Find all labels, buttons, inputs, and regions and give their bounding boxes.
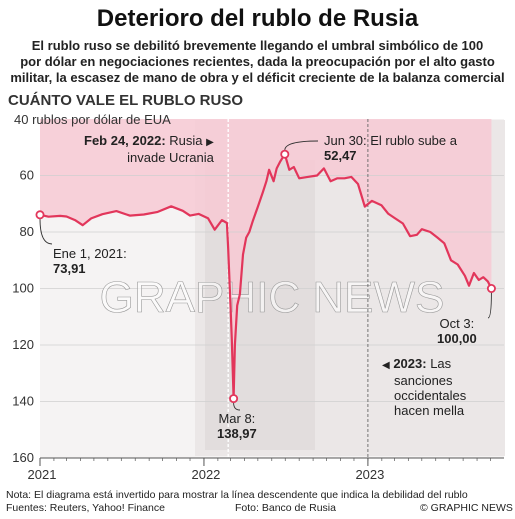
event-date: 2023: bbox=[393, 356, 427, 371]
event-text: hacen mella bbox=[394, 403, 465, 418]
event-date: Feb 24, 2022: bbox=[84, 133, 166, 148]
chart-section-title: CUÁNTO VALE EL RUBLO RUSO bbox=[8, 92, 244, 109]
annotation-jan1-2021: Ene 1, 2021: 73,91 bbox=[53, 246, 127, 276]
annotation-text: Jun 30: El rublo sube a bbox=[324, 133, 457, 148]
y-axis-unit-label: 40 rublos por dólar de EUA bbox=[14, 112, 171, 127]
data-point-marker bbox=[35, 210, 45, 220]
x-tick-label: 2022 bbox=[191, 467, 220, 482]
annotation-mar8: Mar 8: 138,97 bbox=[217, 411, 257, 441]
annotation-leader-line bbox=[39, 218, 53, 245]
weakness-area bbox=[40, 119, 492, 399]
annotation-oct3: Oct 3: 100,00 bbox=[437, 316, 477, 346]
page-title: Deterioro del rublo de Rusia bbox=[96, 5, 419, 32]
annotation-jun30: Jun 30: El rublo sube a 52,47 bbox=[324, 133, 457, 163]
photo-credit: Foto: Banco de Rusia bbox=[235, 502, 336, 514]
annotation-leader-line bbox=[487, 292, 492, 319]
annotation-value: 73,91 bbox=[53, 261, 86, 276]
event-text: occidentales bbox=[394, 388, 467, 403]
y-tick-label: 160 bbox=[12, 450, 34, 465]
event-arrow-icon: ◀ bbox=[382, 360, 390, 371]
event-arrow-icon: ▶ bbox=[206, 137, 214, 148]
data-point-marker bbox=[280, 149, 290, 159]
y-tick-label: 100 bbox=[12, 281, 34, 296]
subtitle-line: por dólar en negociaciones recientes, da… bbox=[20, 54, 495, 69]
annotation-value: 100,00 bbox=[437, 331, 477, 346]
annotation-text: Mar 8: bbox=[218, 411, 256, 426]
event-annotation-invasion: Feb 24, 2022: Rusia ▶ invade Ucrania bbox=[84, 133, 214, 165]
y-tick-label: 80 bbox=[20, 224, 34, 239]
sources: Fuentes: Reuters, Yahoo! Finance bbox=[6, 502, 165, 514]
watermark-text: GRAPHIC NEWS bbox=[100, 273, 445, 322]
event-text: sanciones bbox=[394, 373, 453, 388]
footer-notes: Nota: El diagrama está invertido para mo… bbox=[6, 489, 468, 514]
y-tick-label: 140 bbox=[12, 394, 34, 409]
annotation-text: Oct 3: bbox=[439, 316, 475, 331]
y-tick-label: 120 bbox=[12, 337, 34, 352]
data-point-marker bbox=[486, 283, 496, 293]
x-tick-label: 2021 bbox=[28, 467, 57, 482]
annotation-value: 52,47 bbox=[324, 148, 357, 163]
subtitle-line: militar, la escasez de mano de obra y el… bbox=[10, 70, 505, 85]
subtitle: El rublo ruso se debilitó brevemente lle… bbox=[8, 38, 507, 86]
event-text: invade Ucrania bbox=[127, 150, 214, 165]
copyright: © GRAPHIC NEWS bbox=[420, 502, 513, 514]
y-tick-label: 60 bbox=[20, 168, 34, 183]
x-tick-label: 2023 bbox=[355, 467, 384, 482]
event-annotation-sanctions: ◀ 2023: Las sanciones occidentales hacen… bbox=[382, 356, 466, 418]
annotation-leader-line bbox=[284, 140, 319, 151]
event-text: Las bbox=[430, 356, 452, 371]
subtitle-line: El rublo ruso se debilitó brevemente lle… bbox=[31, 38, 484, 53]
event-text: Rusia bbox=[169, 133, 203, 148]
annotation-value: 138,97 bbox=[217, 426, 257, 441]
ruble-series-line bbox=[39, 153, 493, 400]
annotation-text: Ene 1, 2021: bbox=[53, 246, 127, 261]
annotation-leader-line bbox=[233, 402, 241, 411]
chart-note: Nota: El diagrama está invertido para mo… bbox=[6, 489, 468, 501]
data-point-marker bbox=[229, 394, 239, 404]
